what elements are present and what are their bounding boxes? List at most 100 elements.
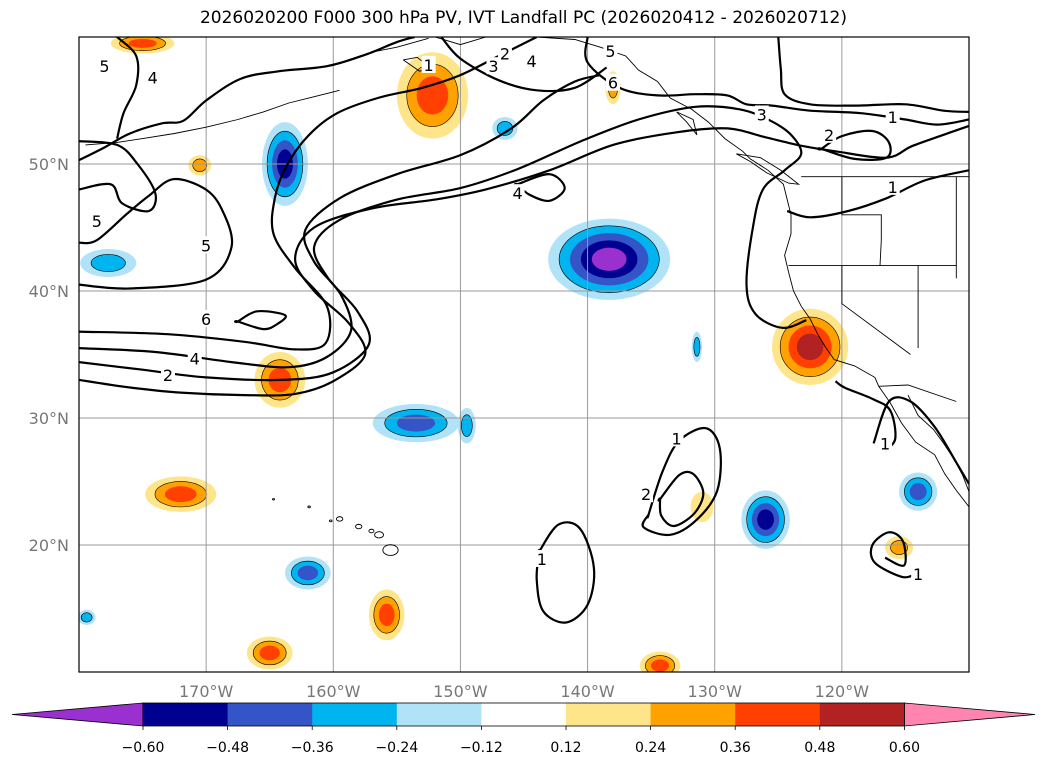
pv-label-bg-16 xyxy=(885,108,900,126)
pc-anomaly-16-level-2 xyxy=(297,565,319,581)
pv-label-bg-7 xyxy=(145,68,160,86)
pc-anomaly-20-level-1 xyxy=(460,414,473,437)
pv-contour-label-18: 1 xyxy=(671,429,681,448)
pv-contour-label-0: 1 xyxy=(424,56,434,75)
pv-contour-label-3: 4 xyxy=(527,52,537,71)
pc-anomaly-15-level-2 xyxy=(396,414,436,432)
pc-anomaly-5-level-2 xyxy=(259,645,280,661)
colorbar-tick-label: 0.60 xyxy=(889,740,920,756)
colorbar-bin-3 xyxy=(396,703,482,726)
pv-contour-label-2: 3 xyxy=(488,57,498,76)
pv-contour-14 xyxy=(786,169,969,219)
pc-anomaly-1-level-2 xyxy=(416,76,449,115)
pv-label-bg-12 xyxy=(187,349,202,367)
pv-contour-label-10: 5 xyxy=(201,236,211,255)
pv-contour-label-5: 6 xyxy=(608,74,618,93)
colorbar-bin-2 xyxy=(312,703,398,726)
pc-anomaly-3-level-2 xyxy=(164,486,197,503)
pc-anomaly-22-level-1 xyxy=(80,612,93,623)
pc-anomaly-18-level-1 xyxy=(90,254,126,272)
colorbar-tick-label: −0.48 xyxy=(206,740,249,756)
coastline-3 xyxy=(676,111,698,136)
axis-tick-labels: 20°N 30°N 40°N 50°N 170°W 160°W 150°W 140°W 130°… xyxy=(29,155,870,701)
hawaii-island-6 xyxy=(307,505,311,509)
colorbar-tick-label: −0.12 xyxy=(460,740,503,756)
gridlines xyxy=(79,37,969,672)
colorbar-tick-label: −0.24 xyxy=(375,740,418,756)
pv-contour-label-19: 2 xyxy=(641,485,651,504)
pv-contour-label-17: 1 xyxy=(888,178,898,197)
pv-contour-16 xyxy=(641,426,722,537)
pc-anomaly-6-level-2 xyxy=(128,38,157,48)
pv-contour-1 xyxy=(79,105,807,382)
pv-contour-label-14: 3 xyxy=(757,105,767,124)
pv-label-bg-21 xyxy=(911,565,926,583)
colorbar-bin-1 xyxy=(227,703,313,726)
pv-contour-7 xyxy=(79,37,415,162)
pc-anomaly-12-level-4 xyxy=(591,247,627,271)
pv-contour-label-11: 6 xyxy=(201,310,211,329)
pv-label-bg-13 xyxy=(161,365,175,383)
hawaii-island-0 xyxy=(382,544,399,556)
coastlines xyxy=(85,37,969,556)
pv-contour-label-20: 1 xyxy=(537,550,547,569)
pc-anomaly-4-level-2 xyxy=(378,603,395,627)
colorbar-extend-max xyxy=(904,702,1036,727)
colorbar-tick-label: −0.36 xyxy=(291,740,334,756)
pv-contour-label-1: 2 xyxy=(500,45,510,64)
pv-label-bg-9 xyxy=(89,212,104,230)
pv-contour-label-13: 2 xyxy=(163,366,173,385)
lon-tick-label: 160°W xyxy=(306,682,361,701)
pv-contour-2 xyxy=(79,74,601,369)
pv-contour-4 xyxy=(234,309,287,331)
pv-label-bg-8 xyxy=(510,184,525,202)
pc-anomaly-17-level-2 xyxy=(909,483,927,501)
colorbar-bin-6 xyxy=(650,703,736,726)
pv-contour-0 xyxy=(79,124,969,397)
pv-label-bg-1 xyxy=(497,44,512,62)
pv-contour-10 xyxy=(440,37,608,93)
pv-label-bg-17 xyxy=(885,177,900,195)
colorbar-bin-7 xyxy=(735,703,821,726)
lon-tick-label: 150°W xyxy=(433,682,488,701)
colorbar-tick-label: 0.24 xyxy=(635,740,666,756)
pv-contour-label-4: 5 xyxy=(605,42,615,61)
pv-label-bg-14 xyxy=(754,105,769,123)
pv-contour-label-12: 4 xyxy=(190,349,200,368)
pv-label-bg-2 xyxy=(486,57,501,75)
pv-contour-8 xyxy=(116,37,140,139)
pv-contour-label-16: 1 xyxy=(888,108,898,127)
pc-anomaly-13-level-3 xyxy=(757,509,774,530)
colorbar-bin-8 xyxy=(819,703,905,726)
colorbar-outline xyxy=(142,702,905,727)
coastline-2 xyxy=(736,153,801,185)
map-frame xyxy=(78,36,970,673)
pv-contour-20 xyxy=(834,380,897,452)
pv-label-bg-19 xyxy=(639,485,654,503)
colorbar-bin-5 xyxy=(566,703,652,726)
pv-label-bg-10 xyxy=(199,236,214,254)
lat-tick-label: 30°N xyxy=(29,409,69,428)
hawaii-island-3 xyxy=(355,523,363,530)
pv-contour-5 xyxy=(79,177,234,290)
pc-anomaly-21-level-1 xyxy=(693,337,701,357)
pv-contour-label-8: 4 xyxy=(513,184,523,203)
pc-anomaly-layer xyxy=(79,37,938,672)
colorbar: −0.60 −0.48 −0.36 −0.24 −0.12 0.12 0.24 0.36 0.4… xyxy=(11,702,1036,756)
pv-contour-label-7: 4 xyxy=(148,69,158,88)
colorbar-tick-label: 0.12 xyxy=(550,740,581,756)
border-4 xyxy=(878,384,957,402)
pv-label-bg-11 xyxy=(199,309,214,327)
pc-anomaly-9-level-1 xyxy=(192,158,208,172)
colorbar-tick-label: 0.48 xyxy=(804,740,835,756)
lat-tick-label: 20°N xyxy=(29,536,69,555)
pv-contour-3 xyxy=(79,37,538,351)
pv-contour-label-9: 5 xyxy=(92,212,102,231)
colorbar-extend-min xyxy=(11,702,144,727)
lon-tick-label: 140°W xyxy=(560,682,615,701)
pv-label-bg-20 xyxy=(534,549,549,567)
lat-tick-label: 50°N xyxy=(29,155,69,174)
hawaii-island-4 xyxy=(336,516,344,522)
hawaii-island-5 xyxy=(329,519,333,523)
